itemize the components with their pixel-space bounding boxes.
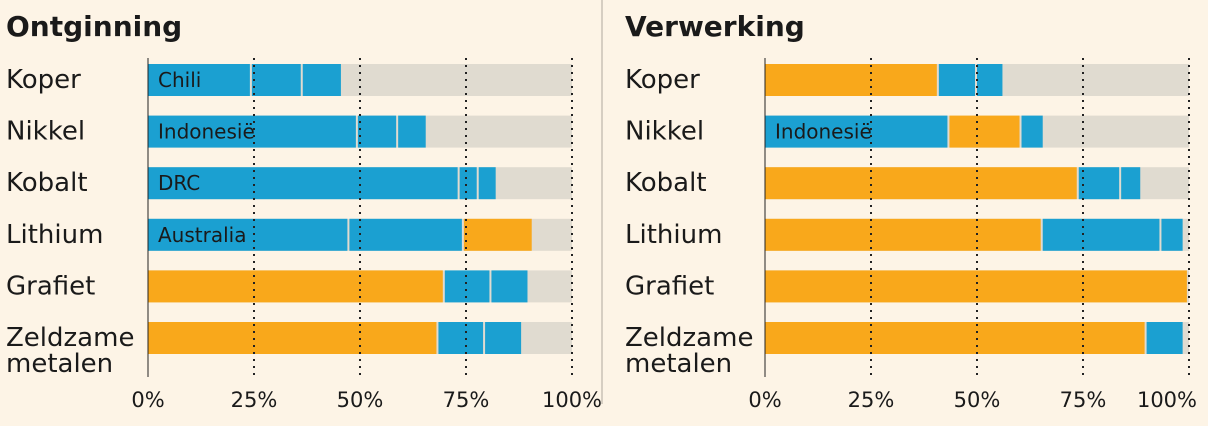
bar-segment-zeldzame-metalen-3 (485, 322, 522, 354)
bar-segment-lithium-2 (349, 218, 462, 251)
bar-segment-koper-2 (251, 64, 301, 96)
bar-segment-zeldzame-metalen-1 (765, 322, 1145, 354)
panel-verwerking: Verwerking Indonesië Koper Nikkel Kobalt Lit… (625, 10, 1197, 412)
bar-segment-koper-3 (302, 64, 341, 96)
bar-segment-koper-1 (765, 64, 937, 96)
bar-segment-kobalt-1 (148, 167, 458, 200)
tick-label: 100% (1137, 388, 1197, 412)
category-label: Lithium (6, 220, 103, 250)
segment-label: Indonesië (158, 120, 255, 144)
tick-label: 25% (848, 388, 895, 412)
category-label: Zeldzame (6, 323, 134, 353)
bar-segment-kobalt-3 (1121, 167, 1141, 200)
tick-label: 0% (748, 388, 781, 412)
bar-segment-kobalt-3 (478, 167, 496, 200)
bar-segment-nikkel-2 (357, 115, 397, 148)
panel-title: Ontginning (6, 10, 182, 43)
segment-label: Indonesië (775, 120, 872, 144)
category-label: metalen (625, 349, 732, 379)
category-label: Nikkel (625, 117, 704, 147)
tick-label: 0% (131, 388, 164, 412)
bar-segment-zeldzame-metalen-2 (1146, 322, 1183, 354)
category-labels: Koper Nikkel Kobalt Lithium Grafiet Zeldzamem… (625, 65, 753, 379)
bar-segment-zeldzame-metalen-1 (148, 322, 437, 354)
bar-segment-lithium-1 (148, 218, 348, 251)
category-label: Zeldzame (625, 323, 753, 353)
bars: Indonesië (765, 64, 1187, 354)
tick-label: 100% (542, 388, 602, 412)
bar-segment-grafiet-1 (148, 270, 443, 303)
tick-label: 50% (337, 388, 384, 412)
panel-ontginning: Ontginning Chili Indonesië DRC Australia Kop… (6, 10, 602, 412)
tick-label: 25% (231, 388, 278, 412)
bar-segment-nikkel-1 (148, 115, 356, 148)
bar-segment-koper-2 (938, 64, 975, 96)
gridlines (764, 58, 1190, 377)
bar-segment-nikkel-2 (949, 115, 1020, 148)
tick-label: 50% (954, 388, 1001, 412)
bar-segment-grafiet-3 (491, 270, 528, 303)
category-label: metalen (6, 349, 113, 379)
tick-label: 75% (1060, 388, 1107, 412)
bar-segment-lithium-1 (765, 218, 1041, 251)
bar-segment-zeldzame-metalen-2 (438, 322, 484, 354)
bar-segment-nikkel-3 (1021, 115, 1043, 148)
bar-segment-nikkel-1 (765, 115, 948, 148)
panel-title: Verwerking (625, 10, 805, 43)
tick-label: 75% (443, 388, 490, 412)
segment-label: Chili (158, 68, 201, 92)
category-label: Kobalt (6, 168, 88, 198)
gridlines (147, 58, 573, 377)
bar-segment-grafiet-1 (765, 270, 1187, 303)
category-label: Lithium (625, 220, 722, 250)
category-label: Koper (6, 65, 81, 95)
category-label: Grafiet (625, 271, 714, 301)
bars: Chili Indonesië DRC Australia (148, 64, 532, 354)
bar-segment-lithium-2 (1042, 218, 1160, 251)
bar-segment-grafiet-2 (444, 270, 490, 303)
category-label: Grafiet (6, 271, 95, 301)
bar-segment-kobalt-2 (1078, 167, 1120, 200)
bar-segment-lithium-3 (1161, 218, 1183, 251)
segment-label: Australia (158, 223, 246, 247)
category-label: Nikkel (6, 117, 85, 147)
bar-segment-kobalt-1 (765, 167, 1077, 200)
category-label: Kobalt (625, 168, 707, 198)
bar-segment-lithium-3 (463, 218, 532, 251)
x-axis-ticks: 0% 25% 50% 75% 100% (748, 388, 1197, 412)
category-labels: Koper Nikkel Kobalt Lithium Grafiet Zeldzamem… (6, 65, 134, 379)
bar-segment-koper-3 (977, 64, 1003, 96)
x-axis-ticks: 0% 25% 50% 75% 100% (131, 388, 602, 412)
category-label: Koper (625, 65, 700, 95)
bar-segment-koper-1 (148, 64, 250, 96)
bar-segment-kobalt-2 (459, 167, 477, 200)
bar-segment-nikkel-3 (398, 115, 426, 148)
segment-label: DRC (158, 171, 200, 195)
